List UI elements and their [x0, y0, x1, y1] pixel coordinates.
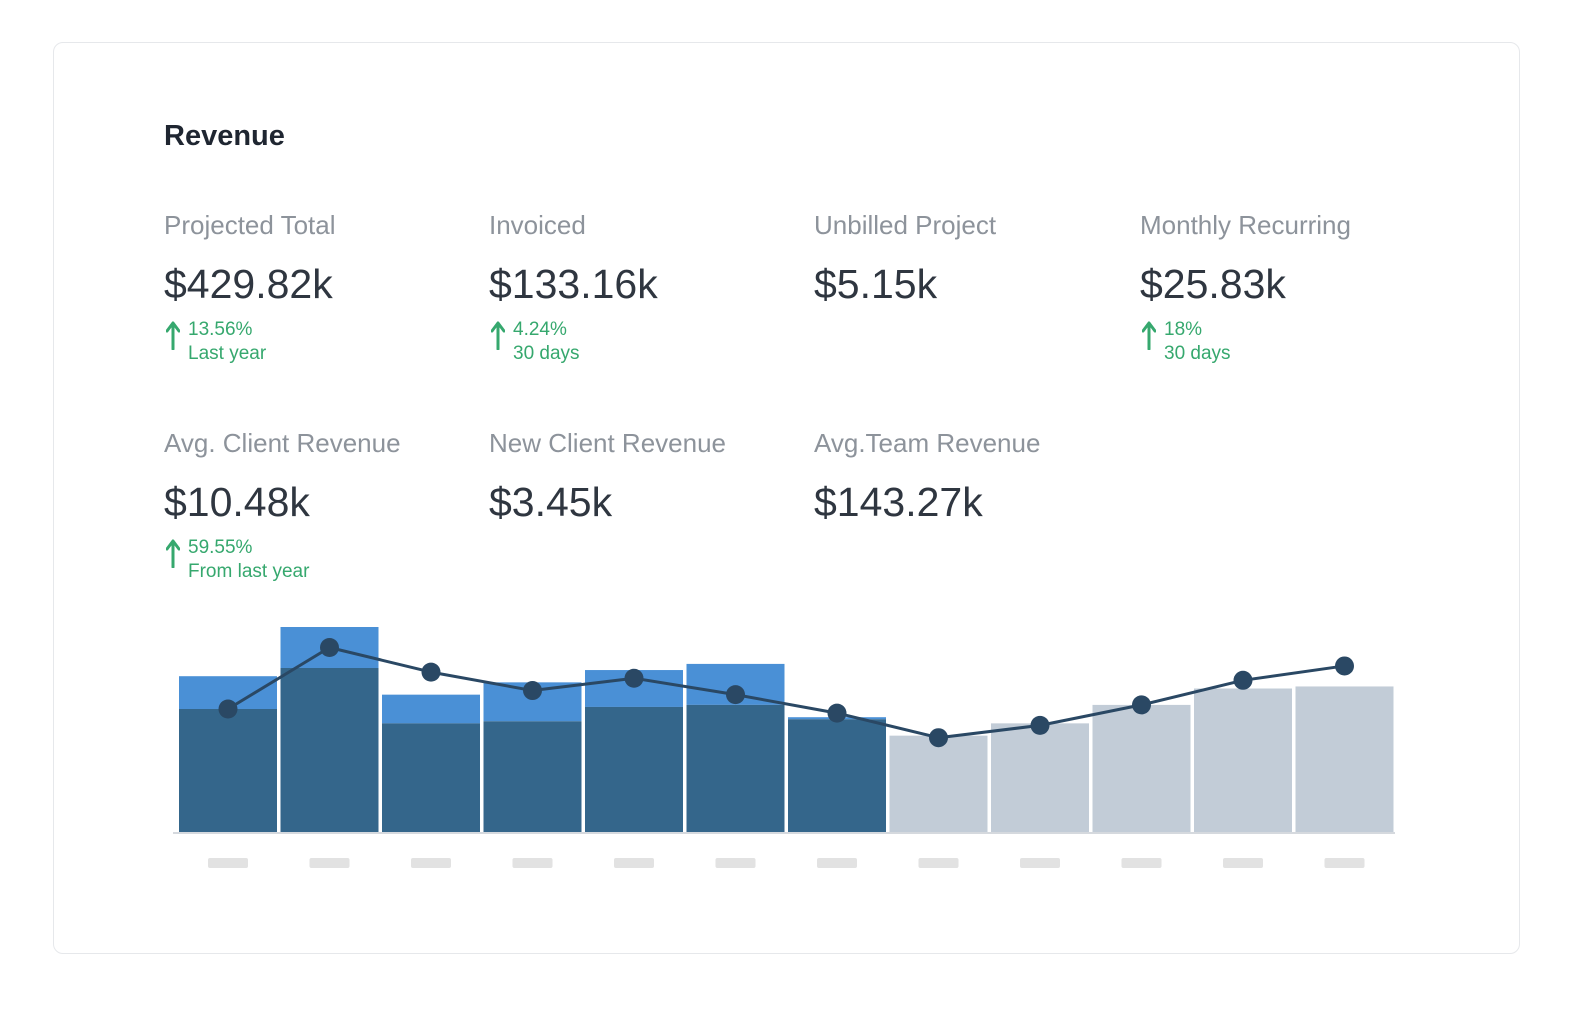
change-period: 30 days [513, 343, 580, 364]
trend-point [1233, 670, 1253, 690]
x-tick-placeholder [715, 858, 756, 868]
stat-label: Unbilled Project [814, 210, 997, 240]
trend-point [827, 703, 847, 723]
stat-avg-team-revenue: Avg.Team Revenue $143.27k [814, 428, 1040, 526]
stat-change: 13.56% Last year [164, 318, 336, 366]
arrow-up-icon [166, 539, 180, 568]
trend-point [523, 681, 542, 701]
trend-point [1030, 715, 1050, 735]
stat-avg-client-revenue: Avg. Client Revenue $10.48k 59.55% From … [164, 428, 401, 584]
trend-point [624, 668, 644, 688]
trend-point [320, 638, 339, 657]
x-tick-placeholder [817, 858, 857, 868]
trend-line [227, 646, 1345, 740]
stat-change: 59.55% From last year [164, 536, 401, 584]
stat-change: 18% 30 days [1140, 318, 1351, 366]
stat-label: Projected Total [164, 210, 336, 240]
change-period: From last year [188, 561, 310, 582]
stat-projected-total: Projected Total $429.82k 13.56% Last yea… [164, 210, 336, 366]
x-tick-placeholder [918, 858, 959, 868]
arrow-up-icon [166, 321, 180, 350]
trend-point [726, 685, 745, 705]
bar-projected [1194, 688, 1292, 832]
change-period: Last year [188, 343, 267, 364]
change-period: 30 days [1164, 343, 1231, 364]
bar-actual [179, 709, 277, 832]
x-tick-placeholder [1020, 858, 1060, 868]
stat-label: Avg. Client Revenue [164, 428, 401, 458]
stat-value: $133.16k [489, 261, 658, 307]
bar-actual [483, 721, 582, 832]
bar-actual [788, 719, 886, 832]
bar-actual [382, 723, 480, 832]
x-tick-placeholder [1223, 858, 1263, 868]
stat-unbilled-project: Unbilled Project $5.15k [814, 210, 996, 308]
arrow-up-icon [1142, 321, 1156, 350]
bar-projected [1092, 704, 1191, 832]
stat-new-client-revenue: New Client Revenue $3.45k [489, 428, 726, 526]
stat-invoiced: Invoiced $133.16k 4.24% 30 days [489, 210, 658, 366]
stat-value: $25.83k [1140, 261, 1286, 307]
bar-projected [889, 735, 988, 832]
change-percent: 18% [1164, 319, 1203, 340]
x-tick-placeholder [208, 858, 248, 868]
trend-point [218, 699, 238, 719]
stat-change: 4.24% 30 days [489, 318, 658, 366]
trend-point [929, 728, 948, 748]
bar-actual [585, 706, 683, 832]
change-percent: 13.56% [188, 319, 253, 340]
x-tick-placeholder [1324, 858, 1365, 868]
x-tick-placeholder [512, 858, 553, 868]
bar-actual [280, 668, 379, 832]
stat-label: Invoiced [489, 210, 586, 240]
bar-actual [686, 704, 785, 832]
stat-label: New Client Revenue [489, 428, 727, 458]
stat-label: Monthly Recurring [1140, 210, 1351, 240]
trend-point [1335, 656, 1354, 676]
stat-value: $429.82k [164, 261, 333, 307]
trend-point [421, 662, 441, 682]
change-percent: 59.55% [188, 537, 253, 558]
bar-segment-top [382, 694, 480, 724]
trend-point [1132, 695, 1151, 715]
x-tick-placeholder [1121, 858, 1162, 868]
stat-value: $5.15k [814, 261, 938, 307]
x-tick-placeholder [411, 858, 451, 868]
arrow-up-icon [491, 321, 505, 350]
stat-value: $3.45k [489, 479, 613, 525]
stat-value: $143.27k [814, 479, 983, 525]
stat-monthly-recurring: Monthly Recurring $25.83k 18% 30 days [1140, 210, 1351, 366]
stat-label: Avg.Team Revenue [814, 428, 1041, 458]
stat-value: $10.48k [164, 479, 310, 525]
change-percent: 4.24% [513, 319, 567, 340]
card-title: Revenue [164, 120, 285, 152]
x-tick-placeholder [309, 858, 350, 868]
bar-projected [1295, 686, 1394, 832]
bar-projected [991, 723, 1089, 832]
x-tick-placeholder [614, 858, 654, 868]
